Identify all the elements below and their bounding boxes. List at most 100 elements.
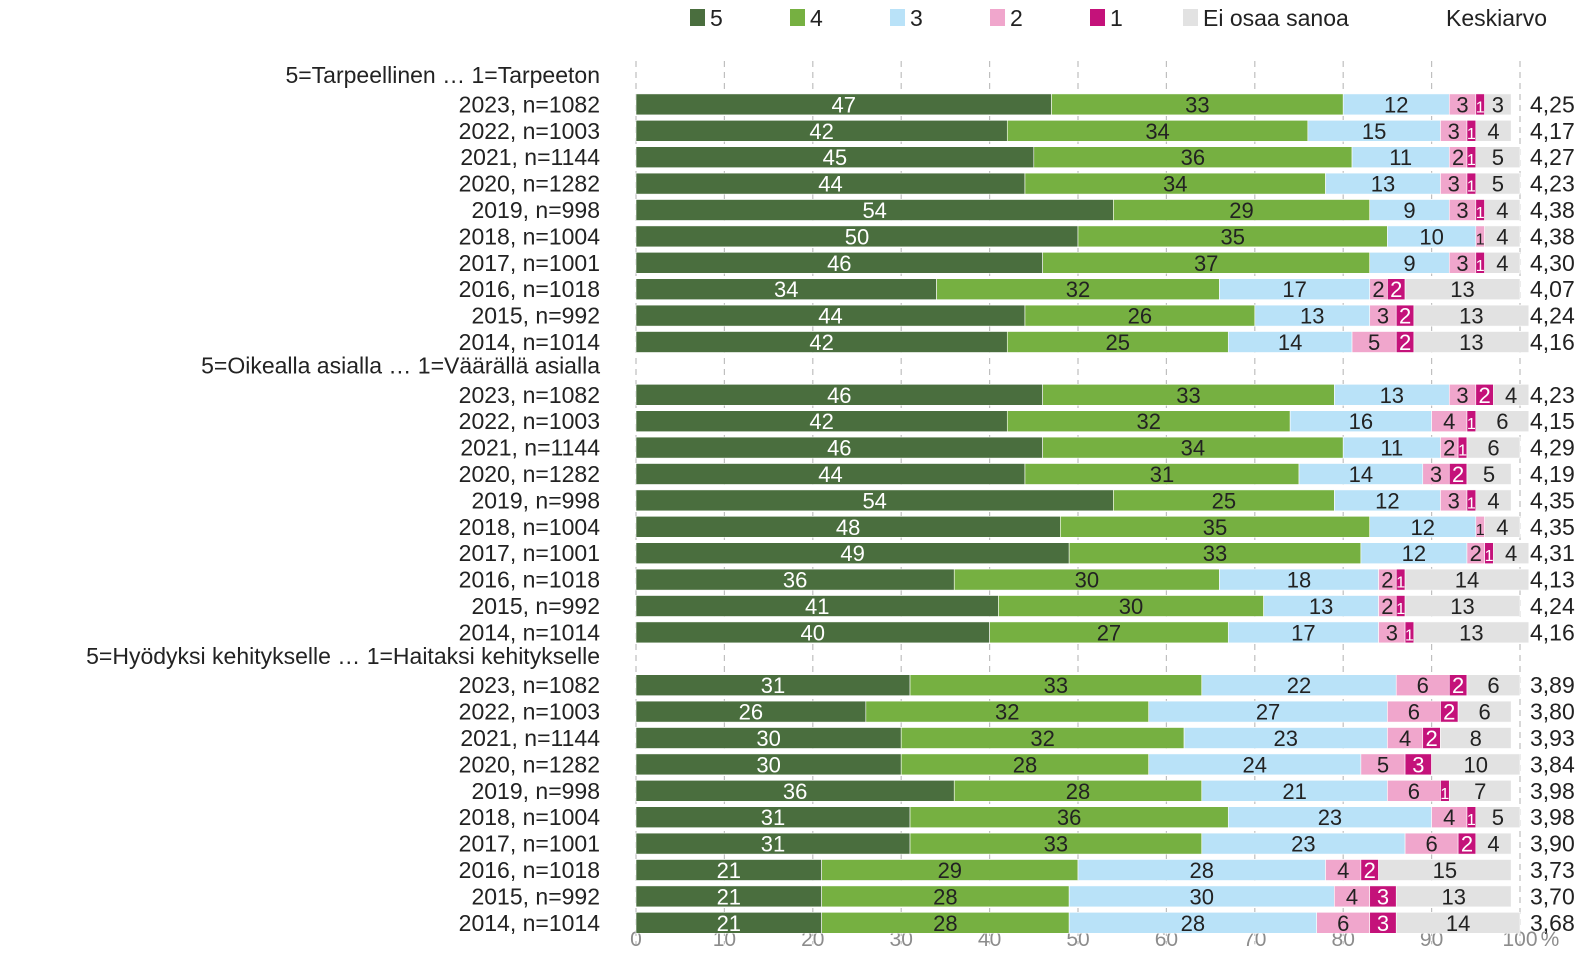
- mean-value: 4,35: [1530, 514, 1575, 540]
- legend-swatch: [890, 9, 905, 26]
- bar-segment-ei-osaa-sanoa: [1475, 120, 1512, 142]
- x-tick-label: 40: [978, 928, 1001, 951]
- data-label: 4: [1443, 409, 1455, 434]
- row-label: 2023, n=1082: [459, 672, 600, 698]
- data-label: 25: [1106, 330, 1130, 355]
- data-label: 23: [1291, 832, 1315, 857]
- data-label: 13: [1459, 620, 1483, 645]
- data-label: 3: [1448, 172, 1460, 197]
- data-label: 28: [1013, 752, 1037, 777]
- mean-value: 4,23: [1530, 382, 1575, 408]
- data-label: 30: [756, 752, 780, 777]
- mean-header: Keskiarvo: [1446, 5, 1547, 31]
- row-label: 2015, n=992: [471, 883, 600, 909]
- mean-value: 4,19: [1530, 461, 1575, 487]
- bar-segment-ei-osaa-sanoa: [1484, 225, 1521, 248]
- group-title: 5=Hyödyksi kehitykselle … 1=Haitaksi keh…: [86, 643, 600, 669]
- bar-segment-ei-osaa-sanoa: [1475, 832, 1512, 855]
- data-label: 10: [1464, 752, 1488, 777]
- data-label: 4: [1337, 858, 1349, 883]
- data-label: 3: [1412, 752, 1424, 777]
- row-label: 2019, n=998: [471, 778, 600, 804]
- data-label: 4: [1496, 224, 1508, 249]
- bar-segment-ei-osaa-sanoa: [1466, 674, 1521, 697]
- bar-segment-ei-osaa-sanoa: [1413, 621, 1530, 644]
- data-label: 15: [1433, 858, 1457, 883]
- x-tick-label: 30: [890, 928, 913, 951]
- bar-segment-ei-osaa-sanoa: [1457, 700, 1512, 723]
- data-label: 10: [1419, 224, 1443, 249]
- x-tick-label: 10: [713, 928, 736, 951]
- data-label: 26: [1128, 304, 1152, 329]
- data-label: 31: [1150, 462, 1174, 487]
- data-label: 9: [1403, 198, 1415, 223]
- data-label: 2: [1390, 277, 1402, 302]
- row-label: 2015, n=992: [471, 593, 600, 619]
- bar-segment-ei-osaa-sanoa: [1466, 436, 1521, 459]
- data-label: 12: [1375, 488, 1399, 513]
- row-label: 2021, n=1144: [460, 725, 600, 751]
- data-label: 1: [1476, 231, 1485, 248]
- data-label: 27: [1097, 620, 1121, 645]
- data-label: 36: [783, 779, 807, 804]
- data-label: 42: [809, 119, 833, 144]
- row-label: 2017, n=1001: [459, 540, 600, 566]
- data-label: 4: [1346, 884, 1358, 909]
- mean-value: 3,84: [1530, 751, 1575, 777]
- data-label: 29: [938, 858, 962, 883]
- data-label: 6: [1479, 700, 1491, 725]
- data-label: 44: [818, 172, 842, 197]
- data-label: 41: [805, 594, 829, 619]
- data-label: 33: [1185, 92, 1209, 117]
- data-label: 4: [1496, 251, 1508, 276]
- data-label: 3: [1386, 620, 1398, 645]
- mean-value: 4,24: [1530, 593, 1575, 619]
- row-label: 2014, n=1014: [459, 619, 601, 645]
- data-label: 50: [845, 224, 869, 249]
- data-label: 4: [1496, 198, 1508, 223]
- data-label: 23: [1273, 726, 1297, 751]
- bar-segment-ei-osaa-sanoa: [1475, 489, 1512, 512]
- bar-segment-ei-osaa-sanoa: [1484, 199, 1521, 221]
- data-label: 5: [1492, 805, 1504, 830]
- mean-value: 4,31: [1530, 540, 1575, 566]
- bar-segment-ei-osaa-sanoa: [1475, 146, 1521, 168]
- data-label: 54: [862, 198, 886, 223]
- data-label: 13: [1450, 277, 1474, 302]
- row-label: 2017, n=1001: [459, 250, 600, 276]
- data-label: 5: [1492, 145, 1504, 170]
- data-label: 14: [1446, 911, 1470, 936]
- bar-segment-ei-osaa-sanoa: [1395, 911, 1521, 934]
- data-label: 1: [1476, 522, 1485, 539]
- row-label: 2022, n=1003: [459, 699, 600, 725]
- bar-segment-ei-osaa-sanoa: [1413, 331, 1530, 353]
- data-label: 1: [1467, 179, 1476, 196]
- data-label: 14: [1349, 462, 1373, 487]
- data-label: 12: [1411, 515, 1435, 540]
- data-label: 49: [840, 541, 864, 566]
- data-label: 1: [1476, 205, 1485, 222]
- data-label: 37: [1194, 251, 1218, 276]
- data-label: 3: [1448, 119, 1460, 144]
- x-tick-label: 0: [630, 928, 642, 951]
- data-label: 11: [1389, 145, 1412, 170]
- data-label: 13: [1380, 383, 1404, 408]
- x-tick-label: 20: [801, 928, 824, 951]
- data-label: 4: [1399, 726, 1411, 751]
- data-label: 54: [862, 488, 886, 513]
- row-label: 2016, n=1018: [459, 857, 600, 883]
- data-label: 36: [1057, 805, 1081, 830]
- data-label: 4: [1487, 488, 1499, 513]
- row-label: 2014, n=1014: [459, 329, 601, 355]
- data-label: 1: [1467, 495, 1476, 512]
- data-label: 2: [1399, 304, 1411, 329]
- data-label: 14: [1278, 330, 1302, 355]
- data-label: 5: [1483, 462, 1495, 487]
- data-label: 5: [1377, 752, 1389, 777]
- bar-segment-ei-osaa-sanoa: [1404, 278, 1521, 301]
- mean-value: 4,38: [1530, 197, 1575, 223]
- data-label: 6: [1417, 673, 1429, 698]
- row-label: 2022, n=1003: [459, 408, 600, 434]
- bar-segment-ei-osaa-sanoa: [1395, 885, 1512, 908]
- data-label: 1: [1485, 548, 1494, 565]
